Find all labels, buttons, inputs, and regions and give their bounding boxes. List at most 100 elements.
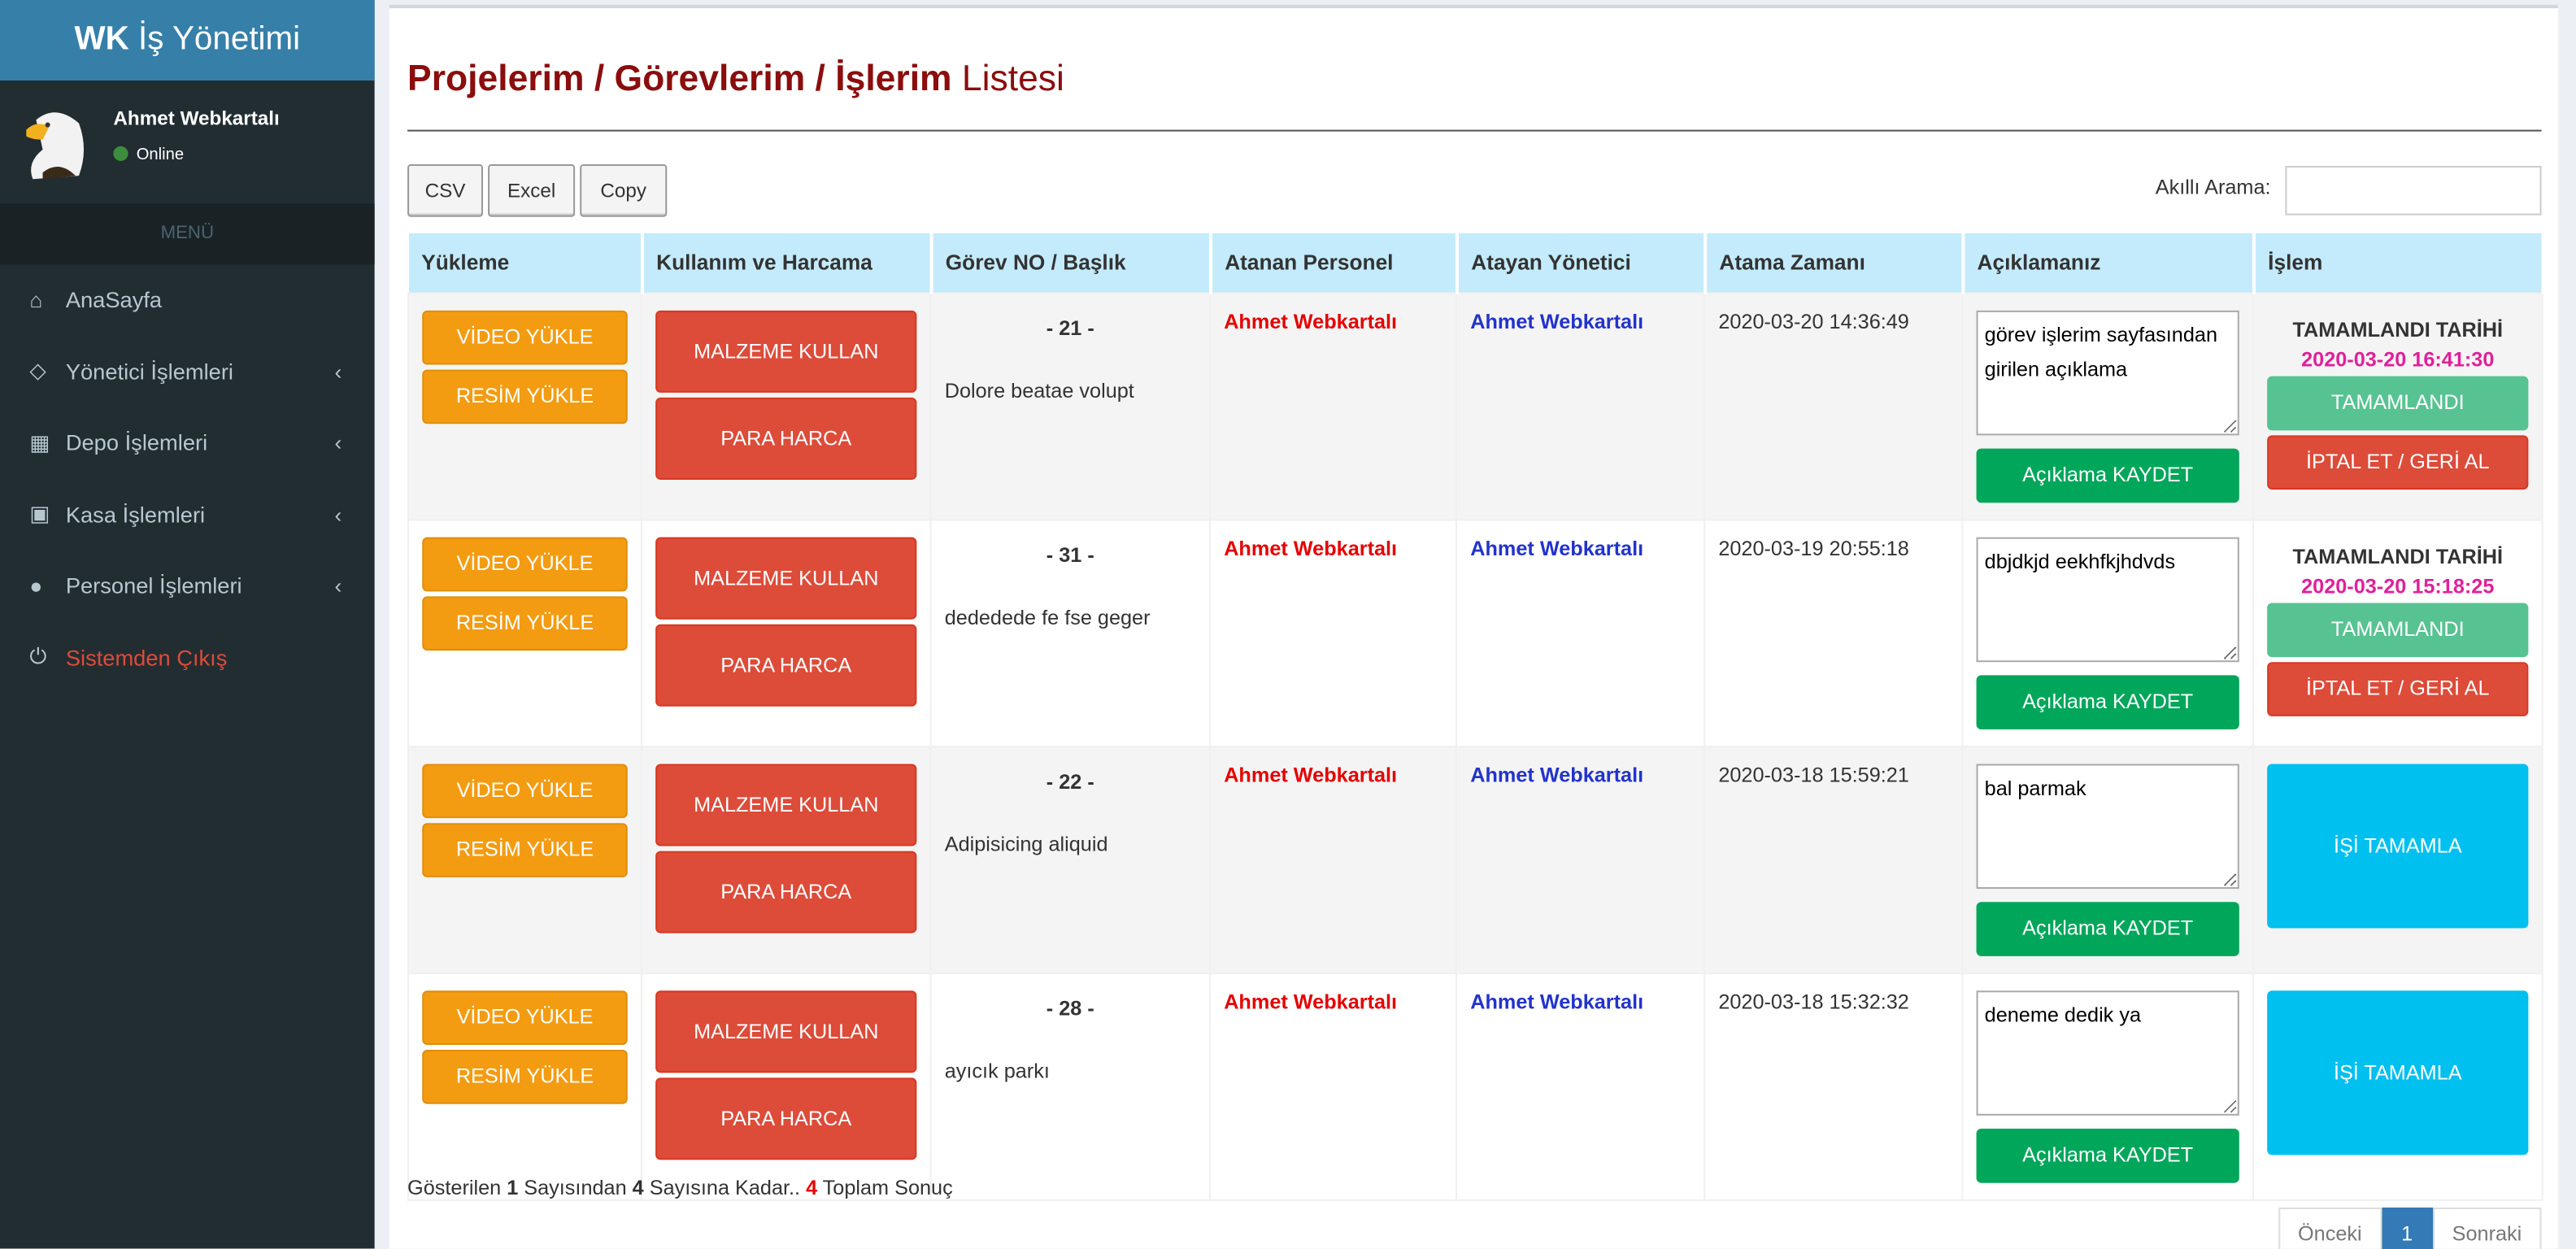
save-note-button[interactable]: Açıklama KAYDET [1976,674,2239,729]
completed-date: 2020-03-20 15:18:25 [2301,574,2495,598]
sidebar-item[interactable]: ● Personel İşlemleri ‹ [0,551,375,622]
table-row: VİDEO YÜKLE RESİM YÜKLE MALZEME KULLAN PARA… [407,518,2543,747]
sidebar-item[interactable]: ◇ Yönetici İşlemleri ‹ [0,336,375,407]
video-upload-button[interactable]: VİDEO YÜKLE [422,309,628,364]
excel-button[interactable]: Excel [488,164,576,217]
note-textarea[interactable]: görev işlerim sayfasından girilen açıkla… [1976,309,2239,435]
column-header[interactable]: Açıklamanız [1962,233,2255,293]
usage-cell: MALZEME KULLAN PARA HARCA [640,972,932,1200]
save-note-button[interactable]: Açıklama KAYDET [1976,447,2239,503]
info-text: Gösterilen [407,1176,507,1199]
task-title: ayıcık parkı [944,1059,1050,1082]
assigned-personnel[interactable]: Ahmet Webkartalı [1224,536,1398,559]
image-upload-button[interactable]: RESİM YÜKLE [422,595,628,651]
assigning-manager[interactable]: Ahmet Webkartalı [1470,990,1644,1013]
image-upload-button[interactable]: RESİM YÜKLE [422,368,628,424]
assigned-personnel[interactable]: Ahmet Webkartalı [1224,763,1398,786]
sidebar-item[interactable]: ▣ Kasa İşlemleri ‹ [0,479,375,551]
column-header[interactable]: Atayan Yönetici [1456,233,1707,293]
column-header[interactable]: İşlem [2252,233,2544,293]
search-input[interactable] [2285,166,2542,215]
use-material-button[interactable]: MALZEME KULLAN [655,309,917,392]
spend-money-button[interactable]: PARA HARCA [655,1077,917,1160]
personel-cell: Ahmet Webkartalı [1209,745,1458,974]
user-name: Ahmet Webkartalı [113,107,280,130]
sidebar-item[interactable]: ⌂ AnaSayfa [0,264,375,336]
pagination: Önceki 1 Sonraki [2278,1207,2542,1249]
note-textarea[interactable]: dbjdkjd eekhfkjhdvds [1976,536,2239,662]
task-number: - 31 - [1046,542,1094,567]
manager-cell: Ahmet Webkartalı [1456,745,1706,974]
completed-button[interactable]: TAMAMLANDI [2267,375,2529,430]
note-cell: görev işlerim sayfasından girilen açıkla… [1961,291,2254,520]
page-title: Projelerim / Görevlerim / İşlerim Listes… [407,58,1064,101]
online-status: Online [113,146,184,164]
task-cell: - 31 - dededede fe fse geger [929,518,1212,747]
use-material-button[interactable]: MALZEME KULLAN [655,536,917,619]
note-textarea[interactable]: bal parmak [1976,763,2239,889]
info-text: Sayısına Kadar.. [643,1176,807,1199]
spend-money-button[interactable]: PARA HARCA [655,396,917,479]
next-page-button[interactable]: Sonraki [2432,1207,2542,1249]
time-cell: 2020-03-19 20:55:18 [1704,518,1964,747]
complete-task-button[interactable]: İŞİ TAMAMLA [2267,990,2529,1155]
page-title-bold: Projelerim / Görevlerim / İşlerim [407,57,952,99]
page-1-button[interactable]: 1 [2381,1207,2433,1249]
sidebar: WK İş Yönetimi Ahmet Webkartalı Online M… [0,0,375,1249]
save-note-button[interactable]: Açıklama KAYDET [1976,1128,2239,1182]
column-header[interactable]: Atanan Personel [1210,233,1459,293]
image-upload-button[interactable]: RESİM YÜKLE [422,1049,628,1103]
note-textarea[interactable]: deneme dedik ya [1976,990,2239,1115]
completed-date-label: TAMAMLANDI TARİHİ [2292,544,2504,568]
task-title: Adipisicing aliquid [944,832,1108,855]
chevron-left-icon: ‹ [334,359,342,385]
task-cell: - 28 - ayıcık parkı [929,972,1212,1200]
spend-money-button[interactable]: PARA HARCA [655,623,917,706]
save-note-button[interactable]: Açıklama KAYDET [1976,901,2239,955]
cancel-undo-button[interactable]: İPTAL ET / GERİ AL [2267,434,2529,490]
task-cell: - 22 - Adipisicing aliquid [929,745,1212,974]
sidebar-item[interactable]: ⏻ Sistemden Çıkış [0,622,375,694]
completed-button[interactable]: TAMAMLANDI [2267,602,2529,657]
sidebar-item-label: Kasa İşlemleri [65,502,206,528]
csv-button[interactable]: CSV [407,164,483,217]
column-header[interactable]: Yükleme [408,233,643,293]
completed-date-label: TAMAMLANDI TARİHİ [2292,317,2504,342]
video-upload-button[interactable]: VİDEO YÜKLE [422,990,628,1044]
time-cell: 2020-03-18 15:59:21 [1704,745,1964,974]
table-row: VİDEO YÜKLE RESİM YÜKLE MALZEME KULLAN PARA… [407,972,2543,1200]
action-cell: İŞİ TAMAMLA [2252,972,2543,1200]
prev-page-button[interactable]: Önceki [2278,1207,2382,1249]
cancel-undo-button[interactable]: İPTAL ET / GERİ AL [2267,661,2529,716]
task-number: - 22 - [1046,769,1094,793]
sidebar-nav: ⌂ AnaSayfa ◇ Yönetici İşlemleri ‹ ▦ Depo İşlem… [0,264,375,693]
assigned-personnel[interactable]: Ahmet Webkartalı [1224,990,1398,1013]
sidebar-item[interactable]: ▦ Depo İşlemleri ‹ [0,407,375,479]
complete-task-button[interactable]: İŞİ TAMAMLA [2267,763,2529,928]
divider [407,129,2542,132]
image-upload-button[interactable]: RESİM YÜKLE [422,822,628,877]
assigning-manager[interactable]: Ahmet Webkartalı [1470,536,1644,559]
info-to: 4 [632,1176,644,1199]
assigning-manager[interactable]: Ahmet Webkartalı [1470,763,1644,786]
use-material-button[interactable]: MALZEME KULLAN [655,990,917,1073]
copy-button[interactable]: Copy [580,164,668,217]
column-header[interactable]: Görev NO / Başlık [930,233,1212,293]
column-header[interactable]: Kullanım ve Harcama [641,233,933,293]
spend-money-button[interactable]: PARA HARCA [655,850,917,933]
use-material-button[interactable]: MALZEME KULLAN [655,763,917,846]
sidebar-item-label: AnaSayfa [65,288,163,313]
info-total: 4 [806,1176,818,1199]
page-title-rest: Listesi [951,57,1064,99]
task-number: - 28 - [1046,996,1094,1020]
assigned-personnel[interactable]: Ahmet Webkartalı [1224,309,1398,333]
column-header[interactable]: Atama Zamanı [1704,233,1965,293]
task-cell: - 21 - Dolore beatae volupt [929,291,1212,520]
app-logo[interactable]: WK İş Yönetimi [0,0,375,81]
video-upload-button[interactable]: VİDEO YÜKLE [422,763,628,818]
assigning-manager[interactable]: Ahmet Webkartalı [1470,309,1644,333]
table-row: VİDEO YÜKLE RESİM YÜKLE MALZEME KULLAN PARA… [407,291,2543,520]
usage-cell: MALZEME KULLAN PARA HARCA [640,518,932,747]
cubes-icon: ▦ [29,429,50,455]
video-upload-button[interactable]: VİDEO YÜKLE [422,536,628,591]
